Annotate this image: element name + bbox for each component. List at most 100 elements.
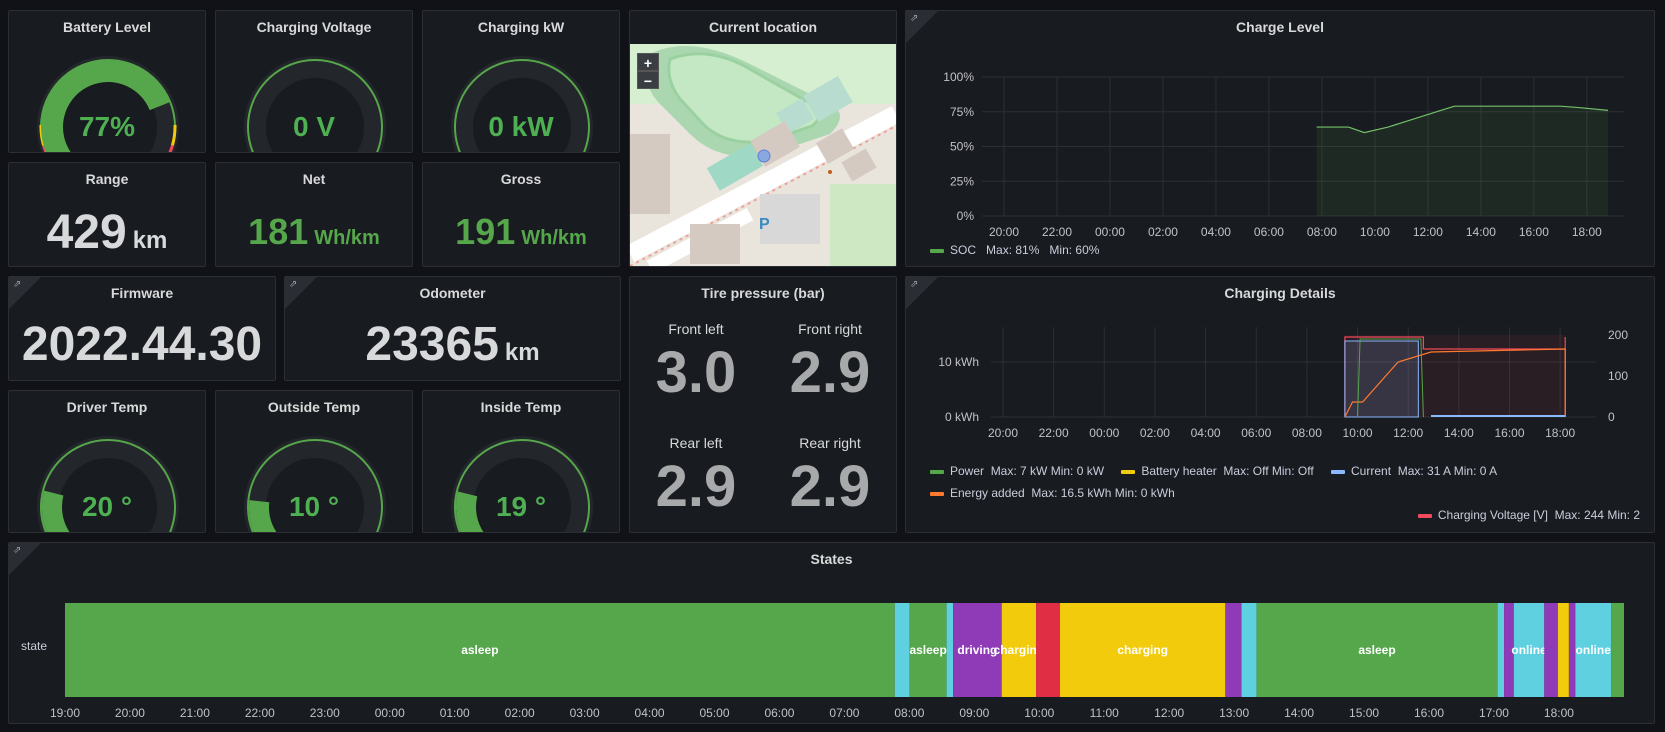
state-segment bbox=[1256, 603, 1498, 697]
inside-temp-gauge bbox=[451, 436, 593, 532]
zoom-in-button[interactable]: + bbox=[637, 53, 659, 71]
driver-temp-panel: Driver Temp 20 ° bbox=[8, 390, 206, 533]
external-link-icon[interactable]: ⇗ bbox=[910, 13, 919, 24]
state-segment bbox=[894, 603, 910, 697]
legend-item-charging-voltage[interactable]: Charging Voltage [V] Max: 244 Min: 2 bbox=[1417, 508, 1640, 522]
gauge-value: 0 V bbox=[292, 111, 336, 142]
legend-item-current[interactable]: Current Max: 31 A Min: 0 A bbox=[1331, 464, 1497, 478]
panel-title: Current location bbox=[708, 19, 818, 35]
tire-front-right: Front right 2.9 bbox=[770, 321, 890, 406]
gauge-threshold-warn bbox=[171, 124, 177, 146]
legend-stats: Max: 16.5 kWh Min: 0 kWh bbox=[1031, 486, 1175, 500]
stat-unit: Wh/km bbox=[314, 227, 380, 249]
external-link-icon[interactable]: ⇗ bbox=[13, 545, 22, 556]
x-tick-label: 17:00 bbox=[1479, 706, 1509, 720]
y-right-tick-label: 100 bbox=[1608, 369, 1628, 383]
x-tick-label: 10:00 bbox=[1360, 225, 1390, 239]
zoom-out-button[interactable]: − bbox=[637, 71, 659, 89]
state-label: asleep bbox=[909, 643, 946, 657]
x-tick-label: 21:00 bbox=[180, 706, 210, 720]
current-location-panel: Current location P + − bbox=[629, 10, 897, 267]
state-label: asleep bbox=[461, 643, 498, 657]
state-segment bbox=[1513, 603, 1545, 697]
gauge-value: 0 kW bbox=[488, 111, 554, 142]
legend-series: Power bbox=[950, 464, 985, 478]
stat-value: 429 bbox=[46, 206, 127, 259]
legend-swatch bbox=[930, 491, 944, 496]
location-map[interactable]: P bbox=[630, 44, 896, 267]
panel-link-corner[interactable]: ⇗ bbox=[285, 277, 317, 309]
panel-link-corner[interactable]: ⇗ bbox=[9, 277, 41, 309]
panel-title: Range bbox=[85, 171, 129, 187]
legend-item-energy-added[interactable]: Energy added Max: 16.5 kWh Min: 0 kWh bbox=[930, 486, 1175, 500]
state-segment bbox=[946, 603, 954, 697]
panel-title: Charging Details bbox=[1224, 285, 1336, 301]
legend-stats: Max: 244 Min: 2 bbox=[1554, 508, 1640, 522]
x-tick-label: 00:00 bbox=[375, 706, 405, 720]
x-tick-label: 12:00 bbox=[1154, 706, 1184, 720]
panel-title: Outside Temp bbox=[267, 399, 361, 415]
tire-label: Front left bbox=[668, 321, 724, 337]
stat-unit: km bbox=[504, 339, 540, 366]
odometer-panel: ⇗ Odometer 23365 km bbox=[284, 276, 621, 381]
x-tick-label: 14:00 bbox=[1444, 426, 1474, 440]
x-tick-label: 05:00 bbox=[700, 706, 730, 720]
state-label: driving bbox=[957, 643, 997, 657]
legend-stats: Max: Off Min: Off bbox=[1223, 464, 1314, 478]
gauge-threshold-high bbox=[168, 144, 174, 152]
legend-series: Energy added bbox=[950, 486, 1025, 500]
gauge-threshold-ring bbox=[247, 59, 383, 152]
gauge-fill bbox=[41, 60, 171, 152]
legend-item-battery-heater[interactable]: Battery heater Max: Off Min: Off bbox=[1121, 464, 1314, 478]
x-tick-label: 10:00 bbox=[1024, 706, 1054, 720]
odometer-stat: 23365 km bbox=[285, 317, 620, 372]
tire-rear-right: Rear right 2.9 bbox=[770, 435, 890, 520]
legend-series[interactable]: SOC bbox=[950, 243, 977, 257]
x-tick-label: 18:00 bbox=[1545, 426, 1575, 440]
x-tick-label: 16:00 bbox=[1494, 426, 1524, 440]
range-panel: Range 429 km bbox=[8, 162, 206, 267]
gross-panel: Gross 191 Wh/km bbox=[422, 162, 620, 267]
x-tick-label: 04:00 bbox=[1201, 225, 1231, 239]
state-segment bbox=[1225, 603, 1242, 697]
x-tick-label: 00:00 bbox=[1095, 225, 1125, 239]
panel-link-corner[interactable]: ⇗ bbox=[9, 543, 41, 575]
tire-pressure-panel: Tire pressure (bar) Front left 3.0 Front… bbox=[629, 276, 897, 533]
legend-min: Min: 60% bbox=[1049, 243, 1100, 257]
charge-level-chart: 0% 25% 50% 75% 100% 20:00 22:00 00:00 02:00 04:00… bbox=[943, 70, 1624, 239]
driver-temp-gauge bbox=[37, 436, 179, 532]
kw-gauge bbox=[451, 56, 593, 152]
x-tick-label: 10:00 bbox=[1343, 426, 1373, 440]
charging-voltage-panel: Charging Voltage 0 V bbox=[215, 10, 413, 153]
charge-level-panel: ⇗ Charge Level 0% 25% 50% 75% 100% 20:00 22:00… bbox=[905, 10, 1655, 267]
x-tick-label: 18:00 bbox=[1544, 706, 1574, 720]
panel-link-corner[interactable]: ⇗ bbox=[906, 11, 938, 43]
external-link-icon[interactable]: ⇗ bbox=[13, 279, 22, 290]
external-link-icon[interactable]: ⇗ bbox=[289, 279, 298, 290]
x-tick-label: 23:00 bbox=[310, 706, 340, 720]
stat-unit: Wh/km bbox=[521, 227, 587, 249]
x-tick-label: 08:00 bbox=[1292, 426, 1322, 440]
charging-kw-panel: Charging kW 0 kW bbox=[422, 10, 620, 153]
state-segment bbox=[953, 603, 1002, 697]
x-tick-label: 06:00 bbox=[1254, 225, 1284, 239]
outside-temp-panel: Outside Temp 10 ° bbox=[215, 390, 413, 533]
stat-value: 181 bbox=[248, 211, 309, 252]
firmware-stat: 2022.44.30 bbox=[9, 317, 275, 372]
tire-label: Rear right bbox=[799, 435, 861, 451]
gauge-fill bbox=[249, 500, 277, 532]
x-tick-label: 13:00 bbox=[1219, 706, 1249, 720]
panel-title: Inside Temp bbox=[480, 399, 562, 415]
x-tick-label: 15:00 bbox=[1349, 706, 1379, 720]
inside-temp-panel: Inside Temp 19 ° bbox=[422, 390, 620, 533]
panel-title: Firmware bbox=[110, 285, 174, 301]
state-segment bbox=[909, 603, 947, 697]
tire-value: 2.9 bbox=[789, 454, 871, 519]
legend-item-power[interactable]: Power Max: 7 kW Min: 0 kW bbox=[930, 464, 1104, 478]
x-tick-label: 02:00 bbox=[1140, 426, 1170, 440]
panel-link-corner[interactable]: ⇗ bbox=[906, 277, 938, 309]
x-tick-label: 04:00 bbox=[1191, 426, 1221, 440]
external-link-icon[interactable]: ⇗ bbox=[910, 279, 919, 290]
chart-axes: 20:00 22:00 00:00 02:00 04:00 06:00 08:00 10:00… bbox=[938, 327, 1628, 440]
